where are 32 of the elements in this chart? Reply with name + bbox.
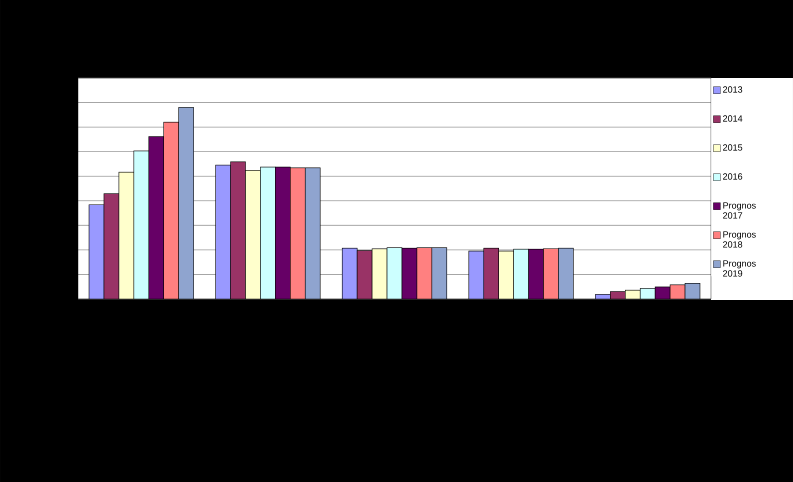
bar: [163, 122, 179, 299]
bar: [432, 247, 448, 299]
bar: [134, 150, 150, 299]
legend-label: 2016: [723, 173, 742, 180]
bar: [528, 248, 544, 299]
bar: [304, 167, 320, 299]
bar: [178, 107, 194, 299]
bar: [260, 166, 276, 299]
legend-label: 2013: [723, 86, 742, 93]
bar: [148, 136, 164, 299]
bar: [416, 247, 432, 299]
legend-label: Prognos 2017: [723, 202, 756, 219]
bar: [104, 193, 120, 299]
bar: [558, 248, 574, 299]
legend-label: 2014: [723, 115, 742, 122]
bar: [513, 248, 529, 299]
bar: [386, 247, 402, 299]
bar: [290, 167, 306, 299]
bar: [654, 286, 670, 299]
bar: [245, 170, 261, 299]
bar: [402, 248, 418, 299]
legend-label: Prognos 2019: [723, 260, 756, 277]
bar: [118, 172, 134, 299]
legend-label: 2015: [723, 144, 742, 151]
bar: [230, 162, 246, 299]
bar: [356, 250, 372, 299]
bar: [483, 248, 499, 299]
legend-label: Prognos 2018: [723, 231, 756, 248]
bar: [275, 166, 291, 299]
bar: [372, 248, 388, 299]
bar: [498, 250, 514, 299]
bar: [543, 248, 559, 299]
